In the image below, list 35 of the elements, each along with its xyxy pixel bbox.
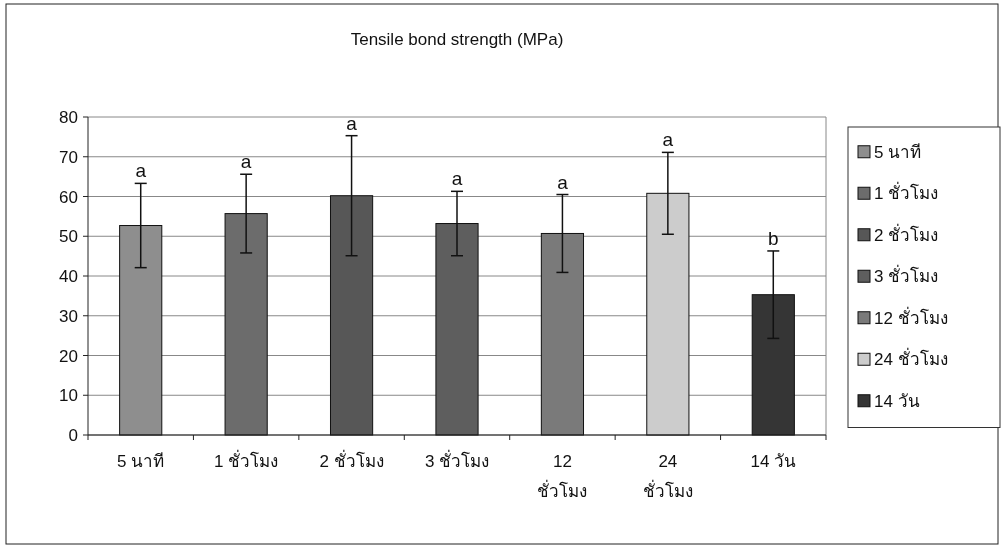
legend-label: 2 ชั่วโมง — [874, 222, 939, 245]
legend-item: 5 นาที — [857, 142, 922, 162]
annotation: a — [135, 160, 147, 182]
x-tick-label: 5 นาที — [117, 452, 165, 471]
y-tick-label: 10 — [59, 386, 78, 406]
x-tick-label: 14 วัน — [750, 452, 797, 471]
y-tick-label: 0 — [68, 426, 78, 445]
annotation: a — [451, 168, 463, 190]
x-tick-label: 12 ชั่วโมง — [537, 452, 588, 501]
legend-item: 12 ชั่วโมง — [857, 308, 948, 328]
annotation: a — [662, 129, 674, 151]
y-tick-label: 40 — [59, 267, 78, 286]
y-tick-label: 60 — [59, 187, 78, 207]
chart-title: Tensile bond strength (MPa) — [350, 30, 564, 49]
x-tick-label: 2 ชั่วโมง — [319, 449, 384, 471]
y-tick-label: 50 — [59, 227, 78, 247]
legend-item: 14 วัน — [857, 391, 920, 411]
x-tick-label: 24 ชั่วโมง — [642, 452, 693, 501]
legend-label: 3 ชั่วโมง — [874, 264, 939, 287]
legend-label: 12 ชั่วโมง — [874, 305, 948, 328]
y-tick-label: 20 — [59, 346, 78, 366]
annotation: a — [346, 112, 358, 134]
legend-label: 1 ชั่วโมง — [874, 181, 939, 204]
annotation: a — [240, 151, 252, 173]
y-tick-label: 70 — [59, 147, 78, 167]
legend-label: 14 วัน — [874, 391, 920, 411]
legend-item: 2 ชั่วโมง — [857, 225, 939, 245]
legend-label: 5 นาที — [874, 142, 922, 162]
y-tick-label: 30 — [59, 306, 78, 326]
y-tick-label: 80 — [59, 108, 78, 127]
x-tick-label: 1 ชั่วโมง — [214, 449, 279, 471]
annotation: a — [557, 171, 569, 193]
legend-label: 24 ชั่วโมง — [874, 347, 948, 370]
x-tick-label: 3 ชั่วโมง — [424, 449, 490, 471]
annotation: b — [768, 227, 779, 249]
